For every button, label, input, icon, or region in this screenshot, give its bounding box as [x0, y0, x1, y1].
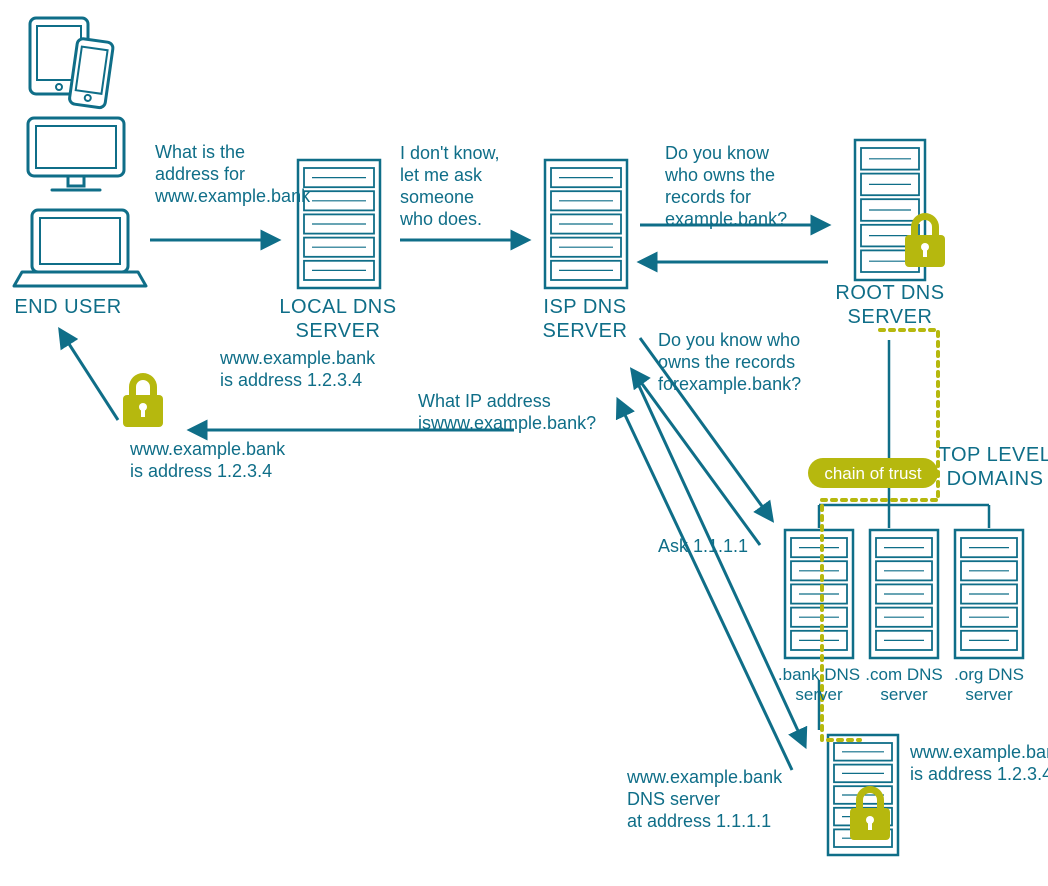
msg-auth-answer: www.example.bank [909, 742, 1048, 762]
msg-isp-to-tld: Do you know who [658, 330, 800, 350]
local-dns-title: LOCAL DNS [279, 296, 396, 318]
msg-user-to-local: What is the [155, 142, 245, 162]
msg-isp-to-auth: What IP address [418, 391, 551, 411]
msg-auth-pointer: DNS server [627, 789, 720, 809]
bank-dns-label: .bank DNS [778, 665, 860, 684]
msg-auth-pointer: www.example.bank [626, 767, 783, 787]
msg-final-answer: is address 1.2.3.4 [130, 461, 272, 481]
bank-dns-label: server [795, 685, 843, 704]
isp-dns-title: SERVER [543, 320, 628, 342]
com-dns-label: server [880, 685, 928, 704]
msg-isp-to-root: example.bank? [665, 209, 787, 229]
msg-auth-pointer: at address 1.1.1.1 [627, 811, 771, 831]
local-dns-title: SERVER [296, 320, 381, 342]
msg-isp-back: is address 1.2.3.4 [220, 370, 362, 390]
org-dns-label: server [965, 685, 1013, 704]
msg-local-to-isp: I don't know, [400, 143, 500, 163]
msg-local-to-isp: someone [400, 187, 474, 207]
com-dns-label: .com DNS [865, 665, 942, 684]
msg-isp-to-tld: forexample.bank? [658, 374, 801, 394]
msg-isp-to-root: who owns the [664, 165, 775, 185]
monitor-icon [28, 118, 124, 190]
end-user-title: END USER [14, 296, 121, 318]
arrow-a8 [618, 400, 792, 770]
msg-local-to-isp: who does. [399, 209, 482, 229]
root-dns-title: SERVER [848, 306, 933, 328]
msg-final-answer: www.example.bank [129, 439, 286, 459]
lock-icon-2 [123, 373, 163, 427]
msg-isp-to-tld: owns the records [658, 352, 795, 372]
com-dns-server [870, 530, 938, 658]
msg-user-to-local: address for [155, 164, 245, 184]
tld-title: TOP LEVEL [939, 444, 1048, 466]
msg-tld-answer: Ask 1.1.1.1 [658, 536, 748, 556]
phone-icon [69, 38, 114, 108]
arrow-a6 [632, 370, 760, 545]
msg-local-to-isp: let me ask [400, 165, 483, 185]
org-dns-server [955, 530, 1023, 658]
msg-isp-to-auth: iswww.example.bank? [418, 413, 596, 433]
tld-title: DOMAINS [947, 468, 1044, 490]
local-dns-server [298, 160, 380, 288]
arrow-a7 [634, 375, 805, 746]
chain-of-trust-label: chain of trust [824, 464, 922, 483]
arrow-a10 [60, 330, 118, 420]
msg-isp-to-root: Do you know [665, 143, 770, 163]
msg-isp-to-root: records for [665, 187, 751, 207]
org-dns-label: .org DNS [954, 665, 1024, 684]
msg-user-to-local: www.example.bank [154, 186, 311, 206]
lock-icon-1 [850, 786, 890, 840]
msg-auth-answer: is address 1.2.3.4 [910, 764, 1048, 784]
isp-dns-title: ISP DNS [543, 296, 626, 318]
laptop-icon [14, 210, 146, 286]
isp-dns-server [545, 160, 627, 288]
msg-isp-back: www.example.bank [219, 348, 376, 368]
bank-dns-server [785, 530, 853, 658]
root-dns-title: ROOT DNS [835, 282, 944, 304]
